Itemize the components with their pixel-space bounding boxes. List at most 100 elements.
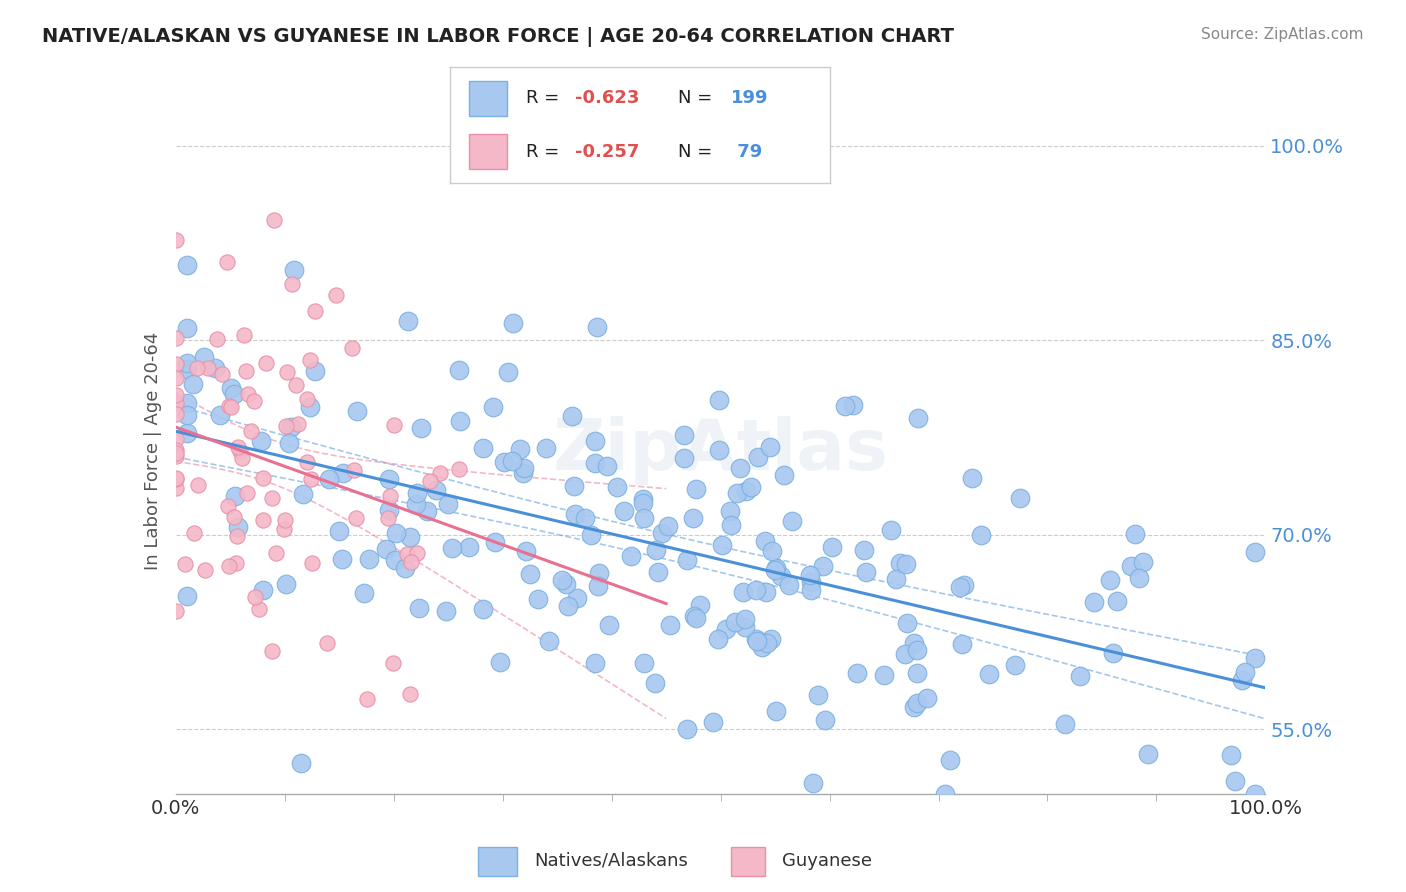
Point	[889, 556, 911, 570]
Point	[673, 451, 696, 466]
Point	[574, 511, 596, 525]
Point	[515, 544, 537, 558]
Point	[1220, 748, 1243, 763]
Point	[620, 549, 643, 564]
Point	[949, 581, 972, 595]
FancyBboxPatch shape	[470, 81, 508, 116]
Point	[346, 404, 368, 418]
Point	[502, 316, 524, 330]
Point	[318, 472, 340, 486]
Point	[229, 443, 252, 458]
Point	[509, 442, 531, 456]
Point	[644, 542, 666, 557]
Point	[416, 503, 439, 517]
Point	[176, 590, 198, 604]
Point	[449, 414, 471, 428]
Point	[405, 497, 427, 511]
FancyBboxPatch shape	[470, 134, 508, 169]
Point	[718, 504, 741, 518]
Point	[340, 341, 363, 355]
Point	[519, 567, 541, 582]
Point	[950, 636, 973, 650]
Point	[353, 586, 375, 600]
Point	[165, 233, 187, 247]
Point	[1069, 669, 1091, 683]
Point	[290, 756, 312, 770]
Point	[330, 551, 353, 566]
Point	[1128, 571, 1150, 585]
Point	[1008, 491, 1031, 506]
Point	[328, 524, 350, 538]
Point	[896, 557, 918, 571]
Point	[332, 466, 354, 480]
Point	[1243, 545, 1265, 559]
Point	[218, 558, 240, 573]
Point	[755, 585, 778, 599]
Point	[807, 688, 830, 702]
Point	[231, 451, 253, 466]
Point	[197, 361, 219, 376]
Point	[295, 455, 318, 469]
Point	[385, 525, 408, 540]
Point	[905, 697, 928, 711]
Point	[672, 427, 695, 442]
Point	[378, 502, 401, 516]
Point	[1098, 573, 1121, 587]
Point	[240, 424, 263, 438]
Point	[165, 481, 187, 495]
Point	[396, 314, 419, 328]
Point	[235, 364, 257, 378]
Point	[896, 616, 918, 631]
Point	[1243, 787, 1265, 801]
Point	[165, 472, 187, 486]
Point	[647, 565, 669, 579]
Point	[299, 472, 322, 486]
Point	[236, 386, 259, 401]
Point	[165, 396, 187, 410]
Point	[801, 776, 824, 790]
Point	[273, 522, 295, 536]
Point	[225, 556, 247, 570]
Point	[344, 511, 367, 525]
Point	[406, 485, 429, 500]
Point	[769, 568, 792, 582]
Point	[228, 520, 250, 534]
Point	[633, 510, 655, 524]
Point	[1125, 527, 1147, 541]
Point	[1119, 559, 1142, 574]
Point	[165, 446, 187, 460]
Point	[380, 489, 402, 503]
Point	[176, 362, 198, 376]
Text: ZipAtlas: ZipAtlas	[553, 416, 889, 485]
Point	[165, 443, 187, 458]
Point	[880, 523, 903, 537]
Point	[250, 434, 273, 448]
Point	[357, 551, 380, 566]
Point	[734, 620, 756, 634]
Point	[962, 471, 984, 485]
Point	[411, 420, 433, 434]
Point	[747, 450, 769, 464]
Point	[905, 666, 928, 681]
Point	[707, 392, 730, 407]
Point	[247, 602, 270, 616]
Point	[720, 517, 742, 532]
Point	[304, 304, 326, 318]
Point	[1053, 717, 1076, 731]
Point	[952, 577, 974, 591]
Text: R =: R =	[526, 89, 565, 107]
Point	[176, 258, 198, 272]
Point	[728, 461, 751, 475]
Point	[187, 477, 209, 491]
Point	[513, 161, 536, 176]
Point	[394, 561, 416, 575]
Point	[217, 499, 239, 513]
Point	[304, 364, 326, 378]
Text: R =: R =	[526, 143, 565, 161]
Point	[165, 471, 187, 485]
Point	[437, 497, 460, 511]
Point	[419, 474, 441, 488]
Point	[484, 535, 506, 549]
Point	[471, 442, 494, 456]
Point	[1083, 595, 1105, 609]
